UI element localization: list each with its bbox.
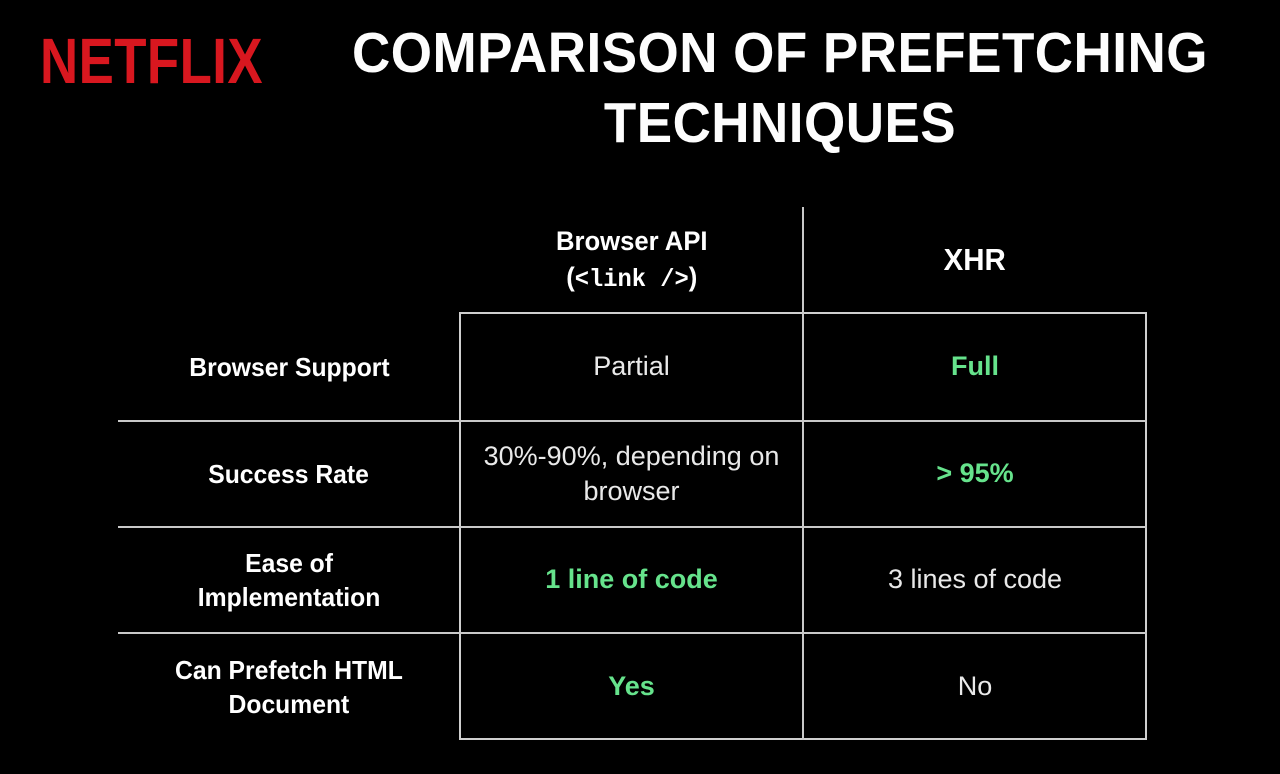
cell-value: 30%-90%, depending on browser [483,440,780,506]
page-title: COMPARISON OF PREFETCHING TECHNIQUES [352,21,1208,155]
cell-value: No [957,671,993,701]
row-divider-1 [118,420,1147,422]
column-header-browser-api-label: Browser API [555,225,708,256]
cell-browser-support-api: Partial [460,313,803,420]
table-row: Success Rate [118,421,460,526]
netflix-wordmark: NETFLIX [40,25,264,97]
table-row: Ease of Implementation [118,527,460,632]
cell-prefetch-xhr: No [803,633,1147,740]
cell-browser-support-xhr: Full [803,313,1147,420]
row-divider-2 [118,526,1147,528]
column-header-browser-api-sublabel: (<link />) [556,259,708,298]
cell-value: 3 lines of code [887,564,1063,594]
link-tag-code: <link /> [574,264,689,294]
row-label-can-prefetch-html-document: Can Prefetch HTML Document [175,653,403,721]
table-row: Browser Support [118,313,460,420]
column-header-browser-api: Browser API (<link />) [460,207,803,313]
paren-close: ) [688,261,698,292]
row-label-line-2: Document [228,688,350,719]
cell-value: > 95% [936,458,1014,488]
column-header-xhr: XHR [803,207,1147,313]
cell-value: Partial [593,351,670,381]
row-label-success-rate: Success Rate [208,458,370,489]
header-column-divider [802,207,804,314]
paren-open: ( [565,261,575,292]
cell-value: Full [951,351,999,381]
cell-ease-api: 1 line of code [460,527,803,632]
row-label-ease-of-implementation: Ease of Implementation [198,546,381,614]
row-label-line-2: Implementation [197,581,381,612]
row-divider-3 [118,632,1147,634]
cell-ease-xhr: 3 lines of code [803,527,1147,632]
cell-value: 1 line of code [545,564,718,594]
row-label-line-1: Ease of [245,547,333,578]
column-header-xhr-label: XHR [943,242,1007,277]
row-label-browser-support: Browser Support [188,351,390,382]
cell-prefetch-api: Yes [460,633,803,740]
cell-success-rate-xhr: > 95% [803,421,1147,526]
netflix-logo: NETFLIX [40,25,264,98]
table-row: Can Prefetch HTML Document [118,633,460,740]
row-label-line-1: Can Prefetch HTML [175,654,403,685]
table-corner-cell [118,207,460,313]
cell-value: Yes [608,671,655,701]
cell-success-rate-api: 30%-90%, depending on browser [460,421,803,526]
